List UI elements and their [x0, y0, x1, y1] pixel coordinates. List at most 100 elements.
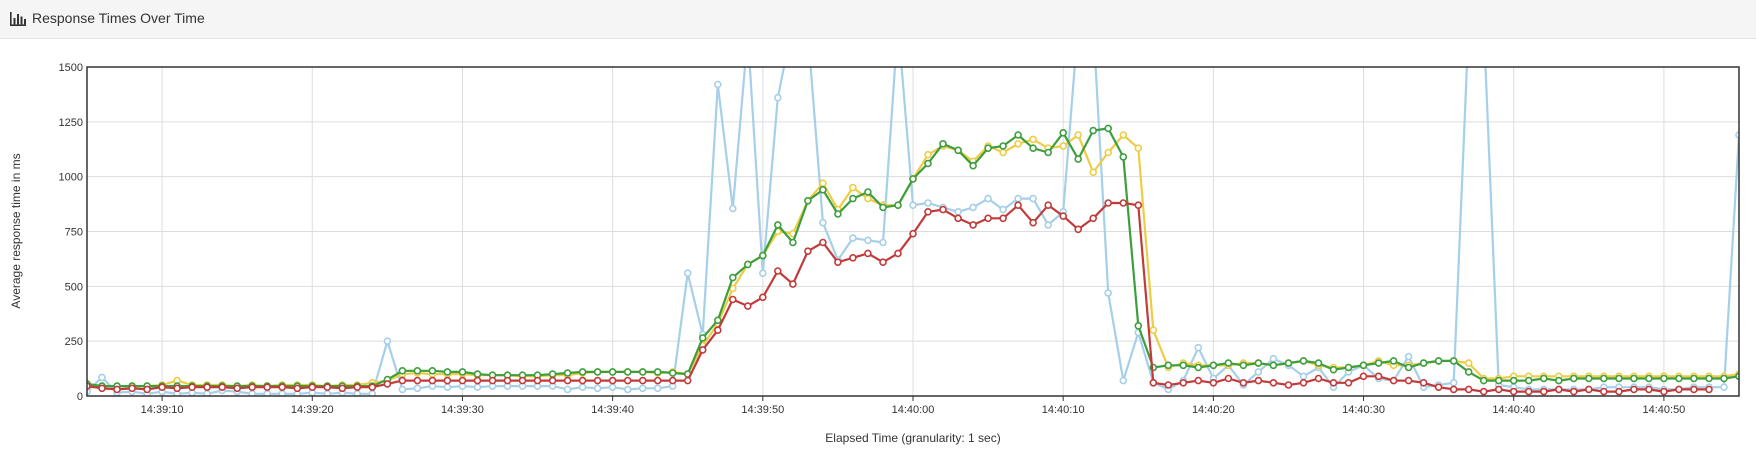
data-point[interactable]: [728, 295, 737, 304]
data-point[interactable]: [1660, 387, 1668, 396]
data-point[interactable]: [1585, 374, 1593, 383]
data-point[interactable]: [894, 201, 902, 209]
data-point[interactable]: [1494, 385, 1503, 394]
data-point[interactable]: [1284, 359, 1293, 367]
data-point[interactable]: [443, 383, 452, 392]
data-point[interactable]: [879, 238, 887, 247]
data-point[interactable]: [98, 373, 106, 382]
data-point[interactable]: [849, 194, 857, 203]
data-point[interactable]: [548, 370, 557, 378]
data-point[interactable]: [398, 366, 407, 375]
data-point[interactable]: [593, 384, 602, 393]
data-point[interactable]: [713, 80, 722, 89]
data-point[interactable]: [804, 197, 812, 205]
data-point[interactable]: [909, 229, 917, 238]
data-point[interactable]: [743, 260, 752, 269]
data-point[interactable]: [1059, 142, 1067, 150]
data-point[interactable]: [368, 383, 377, 392]
data-point[interactable]: [849, 254, 857, 262]
data-point[interactable]: [1029, 135, 1037, 144]
data-point[interactable]: [1239, 361, 1248, 370]
data-point[interactable]: [638, 368, 647, 376]
data-point[interactable]: [1615, 374, 1623, 383]
data-point[interactable]: [743, 302, 752, 310]
data-point[interactable]: [668, 376, 677, 385]
data-point[interactable]: [1600, 387, 1608, 396]
data-point[interactable]: [1119, 376, 1128, 385]
data-point[interactable]: [894, 249, 902, 258]
data-point[interactable]: [1359, 361, 1368, 370]
data-point[interactable]: [728, 273, 737, 282]
data-point[interactable]: [954, 214, 962, 223]
data-point[interactable]: [1299, 372, 1308, 381]
data-point[interactable]: [1675, 374, 1683, 383]
data-point[interactable]: [638, 384, 647, 393]
data-point[interactable]: [864, 236, 872, 245]
data-point[interactable]: [1690, 385, 1698, 394]
data-point[interactable]: [1555, 385, 1563, 394]
data-point[interactable]: [353, 383, 362, 392]
data-point[interactable]: [954, 208, 962, 216]
data-point[interactable]: [383, 380, 392, 388]
data-point[interactable]: [1374, 372, 1383, 381]
data-point[interactable]: [1044, 221, 1052, 229]
data-point[interactable]: [924, 199, 932, 207]
data-point[interactable]: [1119, 199, 1128, 207]
data-point[interactable]: [864, 188, 872, 196]
data-point[interactable]: [954, 146, 962, 155]
data-point[interactable]: [758, 269, 767, 277]
data-point[interactable]: [1029, 218, 1037, 227]
data-point[interactable]: [969, 203, 977, 212]
data-point[interactable]: [999, 142, 1007, 150]
data-point[interactable]: [834, 258, 842, 266]
data-point[interactable]: [924, 208, 932, 216]
data-point[interactable]: [1645, 374, 1653, 383]
data-point[interactable]: [1464, 385, 1473, 394]
data-point[interactable]: [1239, 378, 1248, 387]
data-point[interactable]: [1104, 124, 1112, 133]
data-point[interactable]: [503, 376, 512, 385]
data-point[interactable]: [1179, 378, 1188, 387]
data-point[interactable]: [1299, 357, 1308, 365]
data-point[interactable]: [1089, 168, 1097, 177]
data-point[interactable]: [293, 384, 302, 393]
data-point[interactable]: [1434, 383, 1443, 392]
data-point[interactable]: [1014, 194, 1022, 203]
data-point[interactable]: [758, 251, 767, 260]
data-point[interactable]: [458, 368, 467, 376]
data-point[interactable]: [1374, 359, 1383, 367]
data-point[interactable]: [1074, 131, 1082, 139]
data-point[interactable]: [683, 269, 692, 277]
data-point[interactable]: [819, 238, 827, 247]
data-point[interactable]: [1705, 374, 1713, 383]
data-point[interactable]: [819, 218, 827, 227]
data-point[interactable]: [1164, 361, 1173, 370]
data-point[interactable]: [1299, 378, 1308, 387]
data-point[interactable]: [623, 385, 632, 394]
data-point[interactable]: [999, 148, 1007, 157]
data-point[interactable]: [473, 376, 482, 385]
data-point[interactable]: [113, 385, 121, 394]
data-point[interactable]: [278, 383, 287, 392]
data-point[interactable]: [939, 140, 947, 148]
data-point[interactable]: [1359, 372, 1368, 381]
data-point[interactable]: [653, 368, 662, 376]
data-point[interactable]: [1074, 225, 1082, 234]
data-point[interactable]: [1179, 361, 1188, 370]
data-point[interactable]: [713, 316, 722, 325]
data-point[interactable]: [398, 385, 407, 394]
data-point[interactable]: [1524, 387, 1533, 396]
data-point[interactable]: [1134, 321, 1143, 330]
data-point[interactable]: [248, 383, 256, 392]
data-point[interactable]: [473, 383, 482, 392]
data-point[interactable]: [1134, 144, 1143, 152]
data-point[interactable]: [1404, 352, 1413, 361]
data-point[interactable]: [1705, 385, 1713, 394]
data-point[interactable]: [1464, 368, 1473, 376]
data-point[interactable]: [143, 385, 151, 394]
data-point[interactable]: [804, 247, 812, 255]
data-point[interactable]: [1014, 140, 1022, 148]
data-point[interactable]: [608, 368, 617, 376]
data-point[interactable]: [864, 194, 872, 203]
data-point[interactable]: [668, 369, 677, 377]
